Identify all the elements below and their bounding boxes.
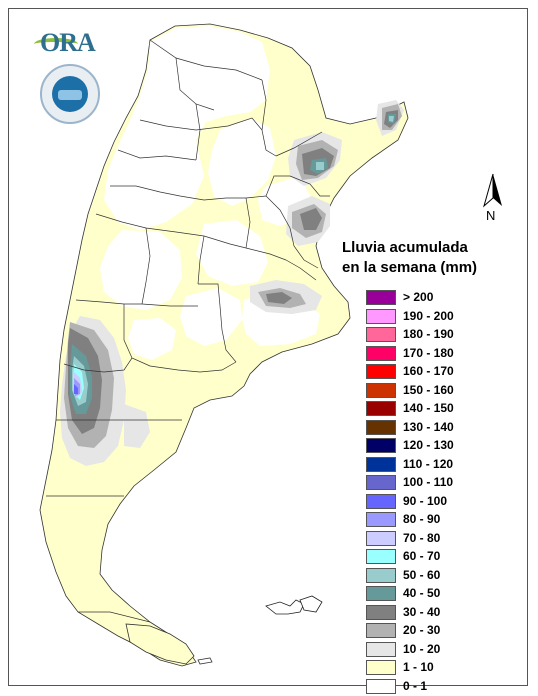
legend-label: 70 - 80 — [403, 530, 441, 545]
legend-label: 90 - 100 — [403, 493, 448, 508]
tierra-del-fuego — [125, 623, 195, 665]
seal-emblem-icon — [52, 76, 88, 112]
legend-swatch — [366, 549, 396, 564]
legend-swatch — [366, 530, 396, 546]
legend-swatch — [366, 641, 396, 657]
rain-90-100-area — [74, 384, 78, 394]
legend-label: 80 - 90 — [403, 512, 441, 526]
legend-swatch — [366, 401, 396, 416]
legend-label: 0 - 1 — [403, 678, 428, 693]
legend-swatch — [366, 345, 396, 361]
legend-swatch — [366, 493, 396, 509]
national-seal-logo — [40, 64, 100, 124]
legend-label: 50 - 60 — [403, 567, 441, 582]
ora-swoosh-icon — [34, 38, 78, 50]
legend-swatch — [366, 327, 396, 342]
legend-swatch — [366, 308, 396, 324]
legend-swatch — [366, 512, 396, 527]
legend-label: 190 - 200 — [403, 308, 454, 323]
falkland-islands — [265, 595, 323, 615]
legend-label: 110 - 120 — [403, 456, 454, 471]
north-label: N — [486, 208, 496, 223]
legend-title-line2: en la semana (mm) — [342, 259, 478, 276]
north-arrow-icon — [483, 173, 502, 208]
legend-label: 60 - 70 — [403, 549, 441, 563]
legend-label: > 200 — [403, 290, 434, 304]
legend-label: 10 - 20 — [403, 641, 441, 656]
legend-title-line1: Lluvia acumulada — [342, 239, 468, 256]
legend-swatch — [366, 382, 396, 398]
legend-swatch — [366, 660, 396, 675]
legend-label: 140 - 150 — [403, 401, 454, 415]
legend-label: 150 - 160 — [403, 382, 454, 397]
legend-swatch — [366, 290, 396, 305]
legend-label: 40 - 50 — [403, 586, 441, 600]
legend-label: 170 - 180 — [403, 345, 454, 360]
legend-label: 20 - 30 — [403, 623, 441, 637]
legend-swatch — [366, 678, 396, 694]
legend-swatch — [366, 586, 396, 601]
legend-title: Lluvia acumulada en la semana (mm) — [342, 238, 477, 278]
legend-swatch — [366, 419, 396, 435]
legend-label: 120 - 130 — [403, 438, 454, 452]
legend-swatch — [366, 604, 396, 620]
north-arrow: N — [476, 172, 510, 223]
legend-label: 30 - 40 — [403, 604, 441, 619]
staten-island — [197, 657, 213, 665]
legend-swatch — [366, 364, 396, 379]
ora-logo: ORA — [34, 26, 106, 60]
legend-label: 180 - 190 — [403, 327, 454, 341]
province-boundaries — [46, 39, 330, 623]
legend-swatch — [366, 623, 396, 638]
legend-swatch — [366, 438, 396, 453]
legend-swatch — [366, 456, 396, 472]
ora-logo-text: ORA — [40, 28, 96, 57]
legend-swatch — [366, 475, 396, 490]
legend-label: 130 - 140 — [403, 419, 454, 434]
legend-label: 160 - 170 — [403, 364, 454, 378]
legend-swatch — [366, 567, 396, 583]
legend-label: 1 - 10 — [403, 660, 434, 674]
legend-label: 100 - 110 — [403, 475, 454, 489]
